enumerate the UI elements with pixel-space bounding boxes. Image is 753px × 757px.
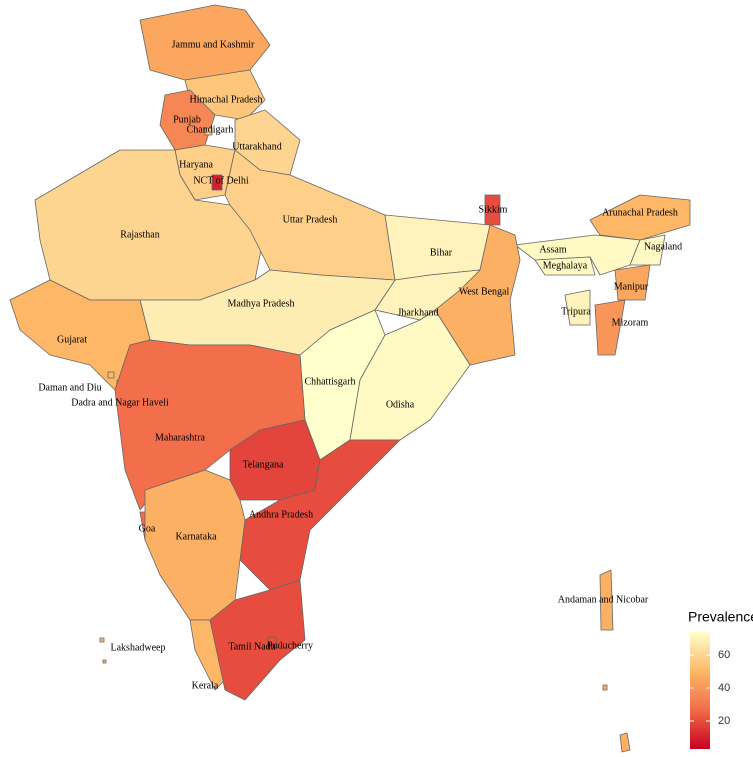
region-label: Meghalaya <box>543 260 588 271</box>
region <box>602 684 608 691</box>
region-label: Himachal Pradesh <box>189 94 262 105</box>
region-label: Mizoram <box>612 317 649 328</box>
region-label: Haryana <box>179 159 213 170</box>
region-label: Arunachal Pradesh <box>602 207 678 218</box>
region-label: Nagaland <box>644 241 682 252</box>
region <box>589 194 691 241</box>
region-label: Madhya Pradesh <box>228 298 295 309</box>
region-label: Uttar Pradesh <box>283 214 338 225</box>
region-label: Andaman and Nicobar <box>558 594 649 605</box>
region <box>594 299 626 356</box>
region <box>209 579 306 701</box>
region-label: Tripura <box>561 306 591 317</box>
region-label: Dadra and Nagar Haveli <box>71 397 169 408</box>
region-label: NCT of Delhi <box>193 175 249 186</box>
region-label: Gujarat <box>57 334 87 345</box>
region-label: Uttarakhand <box>232 141 281 152</box>
regions <box>9 4 691 753</box>
region-label: Sikkim <box>479 204 508 215</box>
region-label: Assam <box>539 244 566 255</box>
region-label: Punjab <box>173 114 201 125</box>
region <box>211 174 223 191</box>
region-label: Chandigarh <box>187 124 234 135</box>
legend: Prevalence 20 40 60 <box>688 609 753 749</box>
region <box>614 264 651 301</box>
region-label: Telangana <box>243 459 285 470</box>
legend-colorbar <box>690 632 710 749</box>
region-label: Rajasthan <box>120 229 159 240</box>
legend-tick-label: 60 <box>718 649 730 661</box>
legend-tick-label: 40 <box>718 682 730 694</box>
region <box>99 637 105 643</box>
region-label: Kerala <box>192 680 219 691</box>
region-label: Maharashtra <box>155 432 206 443</box>
region <box>619 732 631 753</box>
region-label: Manipur <box>614 281 649 292</box>
region-label: Puducherry <box>267 640 313 651</box>
region-label: Tamil Nadu <box>228 641 275 652</box>
region <box>204 127 213 136</box>
region-label: Odisha <box>386 399 415 410</box>
region-label: Daman and Diu <box>38 382 101 393</box>
region <box>374 269 481 321</box>
region-label: Karnataka <box>175 531 217 542</box>
region-label: Goa <box>139 523 156 534</box>
region <box>267 636 277 646</box>
legend-title: Prevalence <box>688 609 753 625</box>
region <box>107 371 115 379</box>
region <box>349 309 471 441</box>
region <box>534 256 596 276</box>
region-label: West Bengal <box>459 286 510 297</box>
region-label: Bihar <box>430 247 453 258</box>
region-label: Chhattisgarh <box>304 376 355 387</box>
region <box>144 469 246 621</box>
region-label: Andhra Pradesh <box>249 509 313 520</box>
region <box>189 619 226 691</box>
region <box>599 569 614 631</box>
region <box>564 289 591 326</box>
region-label: Jammu and Kashmir <box>172 39 255 50</box>
region-label: Jharkhand <box>397 307 438 318</box>
region <box>102 659 107 664</box>
region <box>484 194 501 226</box>
region <box>629 234 666 266</box>
region-label: Lakshadweep <box>111 642 166 653</box>
legend-tick-label: 20 <box>718 715 730 727</box>
